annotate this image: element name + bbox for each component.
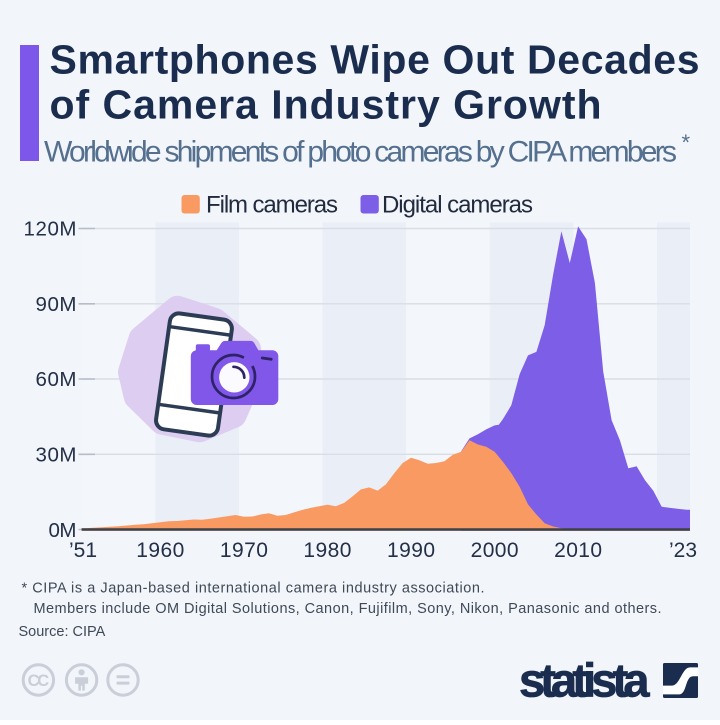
- svg-text:Digital cameras: Digital cameras: [382, 192, 533, 219]
- svg-text:1990: 1990: [387, 539, 435, 562]
- svg-text:90M: 90M: [36, 293, 77, 316]
- svg-text:1980: 1980: [303, 539, 351, 562]
- svg-text:*: *: [682, 130, 691, 155]
- svg-text:statista: statista: [519, 654, 650, 707]
- svg-text:2010: 2010: [554, 539, 602, 562]
- svg-text:1960: 1960: [136, 539, 184, 562]
- svg-text:1970: 1970: [220, 539, 268, 562]
- svg-text:30M: 30M: [36, 444, 77, 467]
- svg-text:’23: ’23: [669, 539, 697, 562]
- svg-text:of Camera Industry Growth: of Camera Industry Growth: [50, 81, 602, 127]
- svg-text:60M: 60M: [36, 368, 77, 391]
- svg-text:Members include OM Digital Sol: Members include OM Digital Solutions, Ca…: [34, 601, 662, 617]
- svg-text:CC: CC: [28, 672, 50, 690]
- svg-text:’51: ’51: [69, 539, 97, 562]
- svg-text:* CIPA is a Japan-based intern: * CIPA is a Japan-based international ca…: [22, 581, 485, 597]
- svg-text:120M: 120M: [24, 218, 77, 241]
- svg-text:Film cameras: Film cameras: [206, 192, 338, 219]
- svg-text:Worldwide shipments of photo c: Worldwide shipments of photo cameras by …: [44, 135, 677, 168]
- svg-text:Source: CIPA: Source: CIPA: [19, 624, 106, 640]
- svg-text:Smartphones Wipe Out Decades: Smartphones Wipe Out Decades: [50, 36, 700, 82]
- svg-text:0M: 0M: [49, 519, 77, 542]
- svg-text:2000: 2000: [471, 539, 519, 562]
